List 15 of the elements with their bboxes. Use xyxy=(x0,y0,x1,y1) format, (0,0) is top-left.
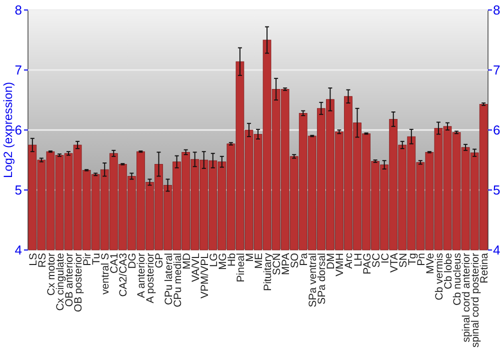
y-tick-label: 8 xyxy=(14,2,22,18)
y-tick-label: 7 xyxy=(14,62,22,78)
y2-tick-label: 5 xyxy=(493,182,500,198)
y-tick-label: 4 xyxy=(14,242,22,258)
x-tick-label: DG xyxy=(126,253,139,269)
y2-tick-label: 6 xyxy=(493,122,500,138)
x-tick-label: ME xyxy=(253,253,265,269)
y-tick-label: 5 xyxy=(14,182,22,198)
y2-tick-label: 7 xyxy=(493,62,500,78)
y2-tick-label: 8 xyxy=(493,2,500,18)
y-tick-label: 6 xyxy=(14,122,22,138)
y2-tick-label: 4 xyxy=(493,242,500,258)
y-axis-title: Log2 (expression) xyxy=(1,82,15,178)
x-tick-label: Pituitary xyxy=(262,252,274,291)
x-tick-label: OB posterior xyxy=(72,252,85,312)
